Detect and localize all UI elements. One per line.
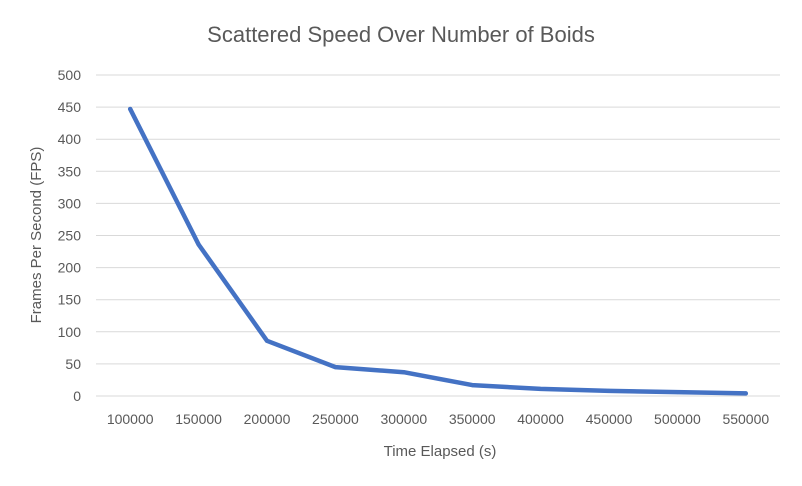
chart-title: Scattered Speed Over Number of Boids	[207, 22, 595, 47]
data-point	[196, 242, 201, 247]
x-tick-label: 300000	[380, 411, 427, 427]
x-tick-label: 400000	[517, 411, 564, 427]
data-point	[265, 338, 269, 343]
y-tick-label: 200	[58, 260, 82, 276]
y-tick-label: 500	[58, 67, 82, 83]
x-tick-label: 550000	[722, 411, 769, 427]
series-line-0	[127, 106, 749, 396]
y-tick-label: 50	[65, 356, 81, 372]
y-tick-label: 150	[58, 292, 82, 308]
data-point	[538, 386, 543, 391]
y-tick-label: 450	[58, 99, 82, 115]
data-point	[675, 390, 680, 395]
series-group	[127, 106, 749, 396]
x-tick-label: 100000	[107, 411, 154, 427]
data-point	[607, 388, 611, 393]
y-tick-label: 0	[73, 388, 81, 404]
x-tick-label: 200000	[244, 411, 291, 427]
data-point	[401, 370, 406, 375]
data-point	[333, 365, 338, 370]
x-tick-label: 150000	[175, 411, 222, 427]
y-tick-label: 300	[58, 195, 82, 211]
x-tick-label: 450000	[586, 411, 633, 427]
y-tick-label: 100	[58, 324, 82, 340]
gridlines	[96, 74, 780, 397]
y-axis-label: Frames Per Second (FPS)	[28, 147, 45, 324]
x-tick-label: 500000	[654, 411, 701, 427]
x-tick-label: 250000	[312, 411, 359, 427]
data-point	[128, 107, 133, 112]
y-tick-label: 350	[58, 163, 82, 179]
x-tick-label: 350000	[449, 411, 496, 427]
x-axis-ticks: 100000 150000 200000 250000 300000 350000 4000…	[107, 411, 770, 427]
y-tick-label: 400	[58, 131, 82, 147]
y-tick-label: 250	[58, 228, 82, 244]
y-axis-ticks: 0 50 100 150 200 250 300 350 400 450 500	[58, 67, 82, 404]
data-point	[743, 391, 748, 396]
data-point	[470, 383, 475, 388]
x-axis-label: Time Elapsed (s)	[384, 443, 497, 460]
